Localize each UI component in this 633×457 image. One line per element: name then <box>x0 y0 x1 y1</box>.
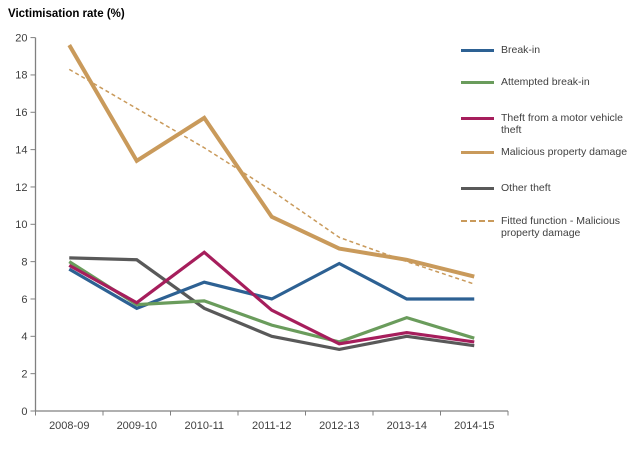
x-tick-label: 2014-15 <box>454 420 494 432</box>
series-line-malicious-property-damage <box>67 44 475 279</box>
legend-label: Attempted break-in <box>501 76 590 88</box>
x-tick-label: 2013-14 <box>387 420 427 432</box>
legend-label: Theft from a motor vehicle theft <box>501 112 623 136</box>
legend-item-fitted-function-malicious-property-damage: Fitted function - Malicious property dam… <box>461 215 631 239</box>
legend-swatch-line-icon <box>461 187 494 190</box>
x-tick-label: 2010-11 <box>184 420 224 432</box>
y-tick-label: 18 <box>15 70 27 82</box>
y-tick-label: 14 <box>15 144 27 156</box>
legend-item-other-theft: Other theft <box>461 182 631 194</box>
series-line-other-theft <box>69 256 475 352</box>
legend-item-attempted-break-in: Attempted break-in <box>461 76 631 88</box>
series-line-fitted-function-malicious-property-damage <box>68 68 475 285</box>
legend-swatch-dashed-line-icon <box>461 220 494 222</box>
y-tick-label: 4 <box>21 331 27 343</box>
y-tick-label: 8 <box>21 256 27 268</box>
legend-label: Fitted function - Malicious property dam… <box>501 215 621 239</box>
legend-item-theft-from-a-motor-vehicle-theft: Theft from a motor vehicle theft <box>461 112 631 136</box>
x-tick-label: 2008-09 <box>49 420 89 432</box>
series-line-break-in <box>68 261 475 311</box>
y-tick-label: 2 <box>21 368 27 380</box>
y-tick-label: 10 <box>15 219 27 231</box>
legend-swatch-line-icon <box>461 81 494 84</box>
y-tick-label: 20 <box>15 32 27 44</box>
x-tick-label: 2009-10 <box>117 420 157 432</box>
legend-label: Malicious property damage <box>501 146 628 158</box>
legend-swatch-line-icon <box>461 117 494 120</box>
series-line-attempted-break-in <box>68 260 475 344</box>
legend-item-malicious-property-damage: Malicious property damage <box>461 146 631 158</box>
y-tick-label: 12 <box>15 182 27 194</box>
legend-label: Other theft <box>501 182 551 194</box>
y-tick-label: 0 <box>21 406 27 418</box>
legend-label: Break-in <box>501 44 541 56</box>
legend-item-break-in: Break-in <box>461 44 631 56</box>
y-tick-label: 6 <box>21 294 27 306</box>
y-tick-label: 16 <box>15 107 27 119</box>
x-tick-label: 2011-12 <box>252 420 292 432</box>
legend-swatch-line-icon <box>461 49 494 52</box>
legend-swatch-line-icon <box>461 151 494 154</box>
x-tick-label: 2012-13 <box>319 420 359 432</box>
series-line-theft-from-a-motor-vehicle-theft <box>68 250 475 346</box>
chart-title: Victimisation rate (%) <box>8 8 125 20</box>
legend: Break-in Attempted break-in Theft from a m… <box>461 0 631 457</box>
